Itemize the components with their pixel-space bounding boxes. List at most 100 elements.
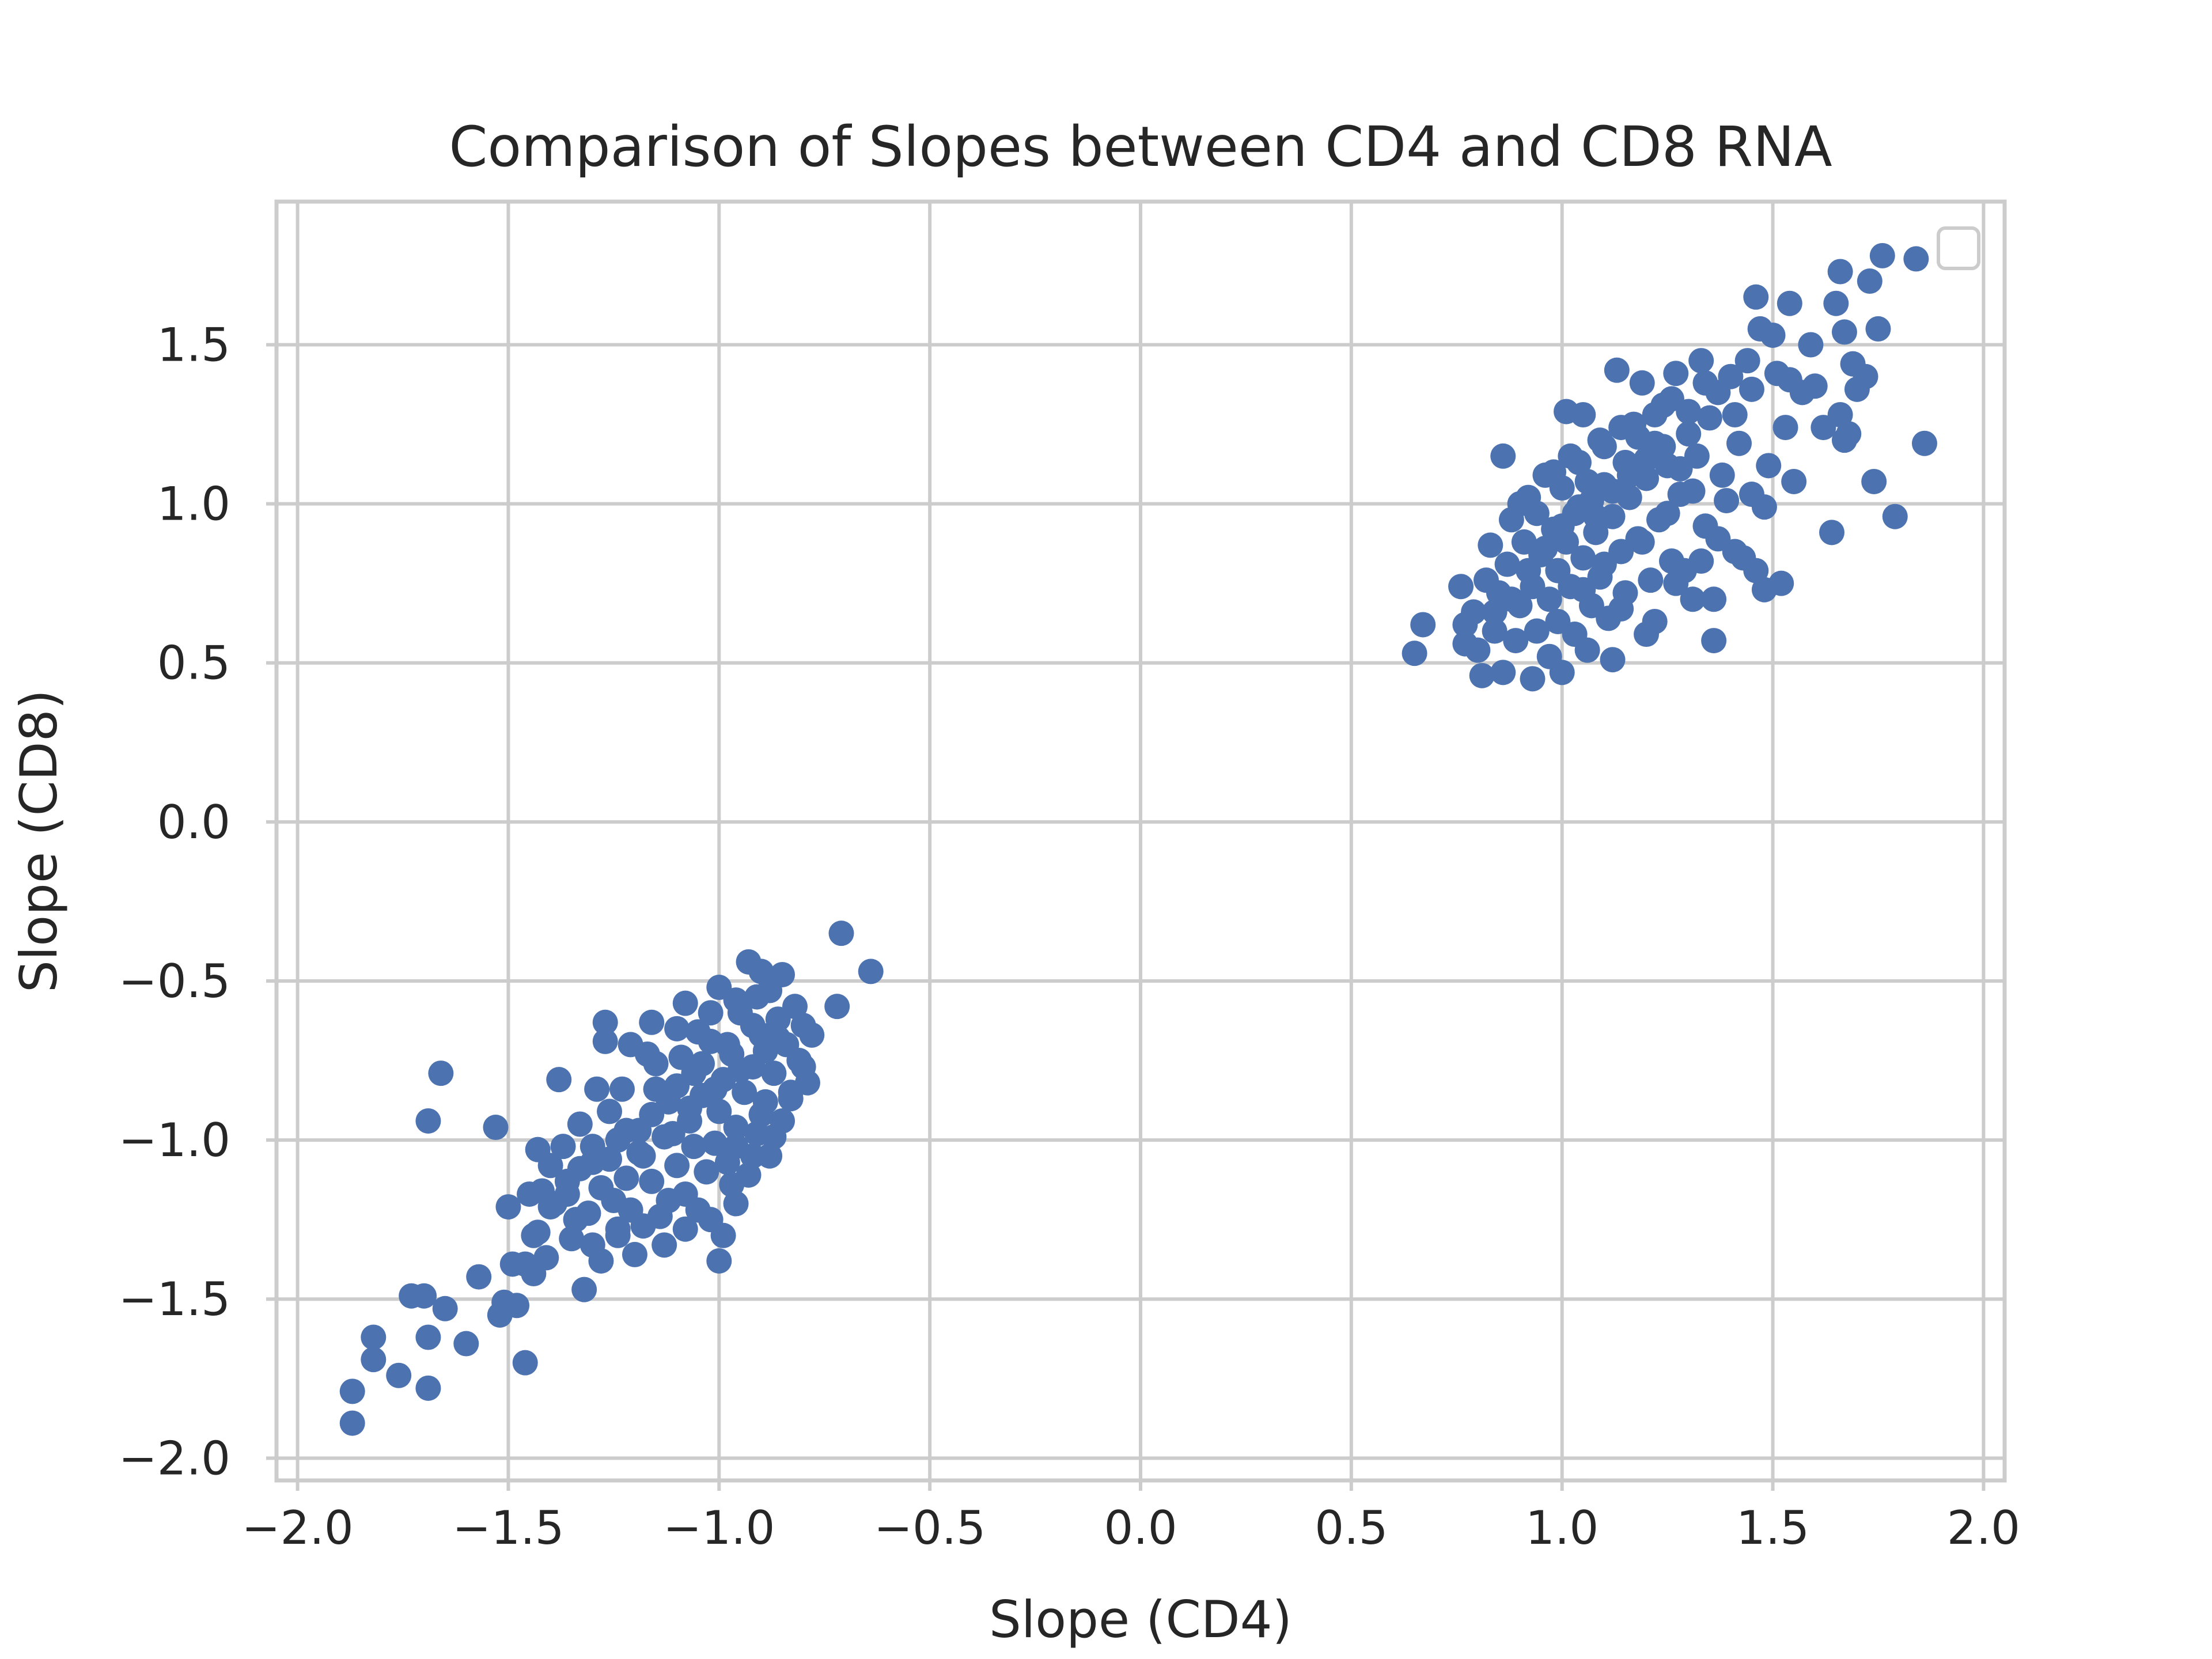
data-point: [1410, 612, 1436, 638]
data-point: [1654, 501, 1680, 527]
data-point: [1701, 586, 1727, 612]
data-point: [698, 1000, 724, 1026]
data-point: [1701, 628, 1727, 654]
data-point: [740, 1013, 766, 1039]
x-tick-label: 1.0: [1525, 1501, 1599, 1555]
data-point: [1734, 348, 1760, 374]
data-point: [1549, 660, 1575, 685]
data-point: [1524, 501, 1550, 527]
data-point: [1819, 520, 1844, 546]
data-point: [1751, 494, 1777, 520]
data-point: [339, 1410, 365, 1436]
data-point: [1591, 551, 1617, 577]
data-point: [761, 1060, 787, 1086]
data-point: [1831, 427, 1857, 453]
data-point: [698, 1207, 724, 1233]
data-point: [681, 1134, 707, 1160]
data-point: [664, 1073, 690, 1099]
data-point: [504, 1293, 530, 1319]
data-point: [1469, 662, 1495, 688]
data-point: [727, 1057, 753, 1083]
x-axis-label: Slope (CD4): [989, 1590, 1292, 1649]
data-point: [1756, 453, 1782, 479]
data-point: [1494, 551, 1520, 577]
data-point: [1600, 478, 1626, 504]
data-point: [702, 1130, 728, 1156]
data-point: [1760, 322, 1786, 348]
data-point: [639, 1168, 665, 1194]
y-tick-label: −1.5: [119, 1272, 230, 1326]
y-tick-label: −0.5: [119, 955, 230, 1008]
data-point: [1532, 535, 1558, 561]
data-point: [719, 1172, 745, 1198]
data-point: [761, 1124, 787, 1150]
data-point: [1680, 586, 1706, 612]
data-point: [706, 1248, 732, 1274]
x-tick-label: 1.5: [1736, 1501, 1809, 1555]
data-point: [1688, 548, 1714, 574]
data-point: [605, 1222, 631, 1248]
data-point: [639, 1101, 665, 1127]
data-point: [1911, 430, 1937, 456]
data-point: [652, 1124, 677, 1150]
data-point: [618, 1032, 643, 1058]
data-point: [1692, 370, 1718, 396]
data-point: [1629, 529, 1655, 555]
y-tick-label: 1.0: [157, 478, 230, 531]
data-point: [613, 1165, 639, 1191]
y-tick-label: −1.0: [119, 1113, 230, 1167]
data-point: [1676, 399, 1702, 425]
x-tick-label: −1.5: [452, 1501, 564, 1555]
data-point: [744, 984, 770, 1010]
data-point: [656, 1188, 681, 1214]
data-point: [1861, 468, 1887, 494]
data-point: [643, 1051, 669, 1077]
data-point: [609, 1076, 635, 1102]
data-point: [1574, 468, 1600, 494]
data-point: [584, 1076, 610, 1102]
data-point: [428, 1060, 454, 1086]
data-point: [626, 1140, 652, 1166]
data-point: [537, 1153, 563, 1179]
chart-title: Comparison of Slopes between CD4 and CD8…: [449, 115, 1832, 179]
data-point: [1608, 596, 1634, 622]
data-point: [664, 1016, 690, 1041]
data-point: [1625, 424, 1651, 450]
data-point: [415, 1108, 441, 1134]
data-point: [495, 1194, 521, 1220]
data-point: [597, 1099, 623, 1124]
y-tick-label: −2.0: [119, 1431, 230, 1485]
data-point: [1570, 545, 1596, 571]
data-point: [499, 1251, 525, 1277]
data-point: [1650, 434, 1676, 460]
axis-ticks: −2.0 −1.5 −1.0 −0.5 0.0 0.5 1.0 1.5 2.0 −2.0 −1.5 −…: [119, 319, 2020, 1555]
data-point: [672, 1216, 698, 1242]
data-point: [858, 959, 884, 984]
data-point: [672, 990, 698, 1016]
data-point: [1853, 363, 1878, 389]
x-tick-label: −2.0: [241, 1501, 353, 1555]
data-point: [1831, 319, 1857, 345]
data-point: [361, 1347, 387, 1373]
data-point: [1726, 430, 1752, 456]
data-point: [415, 1375, 441, 1401]
grid: [276, 202, 2005, 1480]
data-point: [567, 1156, 593, 1181]
data-point: [723, 1115, 749, 1141]
data-point: [588, 1248, 614, 1274]
data-point: [415, 1324, 441, 1350]
data-point: [339, 1378, 365, 1404]
data-point: [622, 1241, 647, 1267]
data-point: [1688, 348, 1714, 374]
data-point: [1743, 558, 1769, 584]
data-point: [575, 1200, 601, 1226]
data-point: [533, 1245, 559, 1271]
data-point: [1802, 373, 1828, 399]
data-point: [1772, 415, 1798, 441]
data-point: [546, 1067, 572, 1093]
data-point: [567, 1111, 593, 1137]
data-point: [1629, 370, 1655, 396]
data-point: [1490, 443, 1516, 469]
data-point: [1642, 402, 1668, 427]
data-point: [1857, 268, 1883, 294]
